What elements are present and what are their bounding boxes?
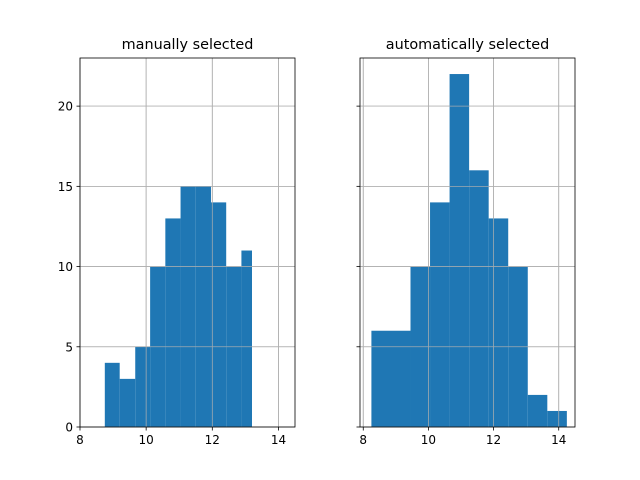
bars bbox=[104, 186, 252, 427]
x-tick-label: 12 bbox=[486, 433, 501, 447]
x-tick-label: 14 bbox=[551, 433, 566, 447]
subplot-manually-selected: manually selected 8 10 12 14 0 5 10 15 20 bbox=[58, 37, 296, 447]
y-tick-label: 5 bbox=[65, 340, 73, 354]
chart-title: manually selected bbox=[122, 37, 254, 53]
x-tick-label: 10 bbox=[139, 433, 154, 447]
x-tick-label: 12 bbox=[205, 433, 220, 447]
histogram-bar bbox=[449, 74, 470, 427]
x-tick-label: 14 bbox=[271, 433, 286, 447]
histogram-bar bbox=[135, 346, 151, 427]
axes-frame bbox=[359, 57, 576, 428]
histogram-bar bbox=[165, 218, 181, 427]
x-tick-label: 10 bbox=[421, 433, 436, 447]
y-tick-label: 15 bbox=[58, 180, 73, 194]
histogram-bar bbox=[469, 170, 489, 427]
x-tick-label: 8 bbox=[76, 433, 84, 447]
histogram-bar bbox=[210, 202, 227, 427]
histogram-bar bbox=[547, 410, 567, 427]
grid-overlay bbox=[360, 58, 575, 428]
chart-title: automatically selected bbox=[386, 37, 549, 53]
axes-frame bbox=[79, 57, 296, 428]
histogram-bar bbox=[104, 362, 120, 427]
subplot-automatically-selected: automatically selected 8 10 12 14 bbox=[356, 37, 576, 447]
histogram-bar bbox=[430, 202, 450, 427]
x-tick-label: 8 bbox=[359, 433, 367, 447]
histogram-bar bbox=[180, 186, 196, 427]
histogram-bar bbox=[241, 250, 252, 427]
histogram-bar bbox=[371, 330, 411, 427]
y-tick-label: 10 bbox=[58, 260, 73, 274]
y-tick-label: 20 bbox=[58, 100, 73, 114]
y-tick-label: 0 bbox=[65, 421, 73, 435]
histogram-bar bbox=[488, 218, 509, 427]
histogram-bar bbox=[119, 378, 136, 427]
bars bbox=[371, 74, 567, 427]
histogram-bar bbox=[195, 186, 211, 427]
histogram-bar bbox=[527, 394, 548, 427]
